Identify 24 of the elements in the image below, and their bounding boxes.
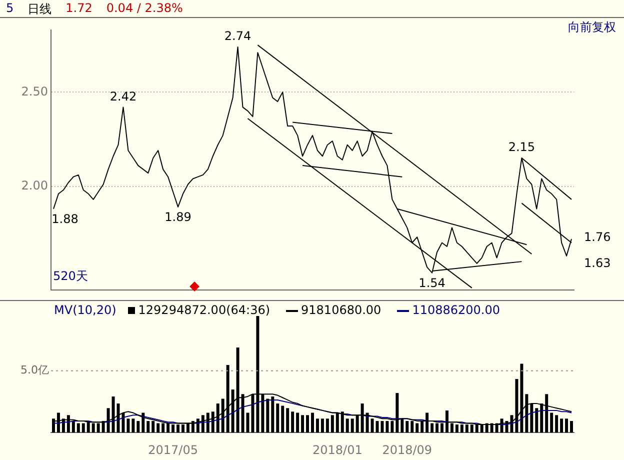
x-tick-label: 2017/05: [148, 442, 198, 457]
y-tick-label: 2.50: [21, 84, 48, 98]
chart-title: MV(10,20): [54, 303, 116, 317]
data-label: 2.42: [110, 89, 137, 104]
text: 5: [6, 1, 14, 15]
data-label: 2.15: [508, 140, 536, 154]
data-label: 1.54: [418, 276, 446, 290]
legend-label: 129294872.00(64:36): [138, 303, 270, 317]
text: 0.04 / 2.38%: [106, 1, 183, 15]
y-tick-label: 2.00: [21, 178, 48, 192]
x-tick-label: 2018/01: [312, 442, 362, 457]
text: 1.63: [584, 256, 611, 270]
annotation: 向前复权: [568, 19, 616, 36]
ref-line-label: 5.0亿: [20, 364, 49, 377]
chart-title: 日线: [28, 1, 52, 18]
text: 1.76: [584, 230, 611, 244]
data-label: 1.89: [164, 210, 192, 224]
x-tick-label: 2018/09: [382, 442, 432, 457]
annotation: 520天: [53, 268, 88, 285]
text: 1.72: [66, 1, 92, 15]
legend-label: 110886200.00: [412, 303, 500, 317]
data-label: 1.88: [52, 212, 78, 226]
data-label: 2.74: [224, 29, 252, 44]
legend-label: 91810680.00: [301, 303, 382, 317]
